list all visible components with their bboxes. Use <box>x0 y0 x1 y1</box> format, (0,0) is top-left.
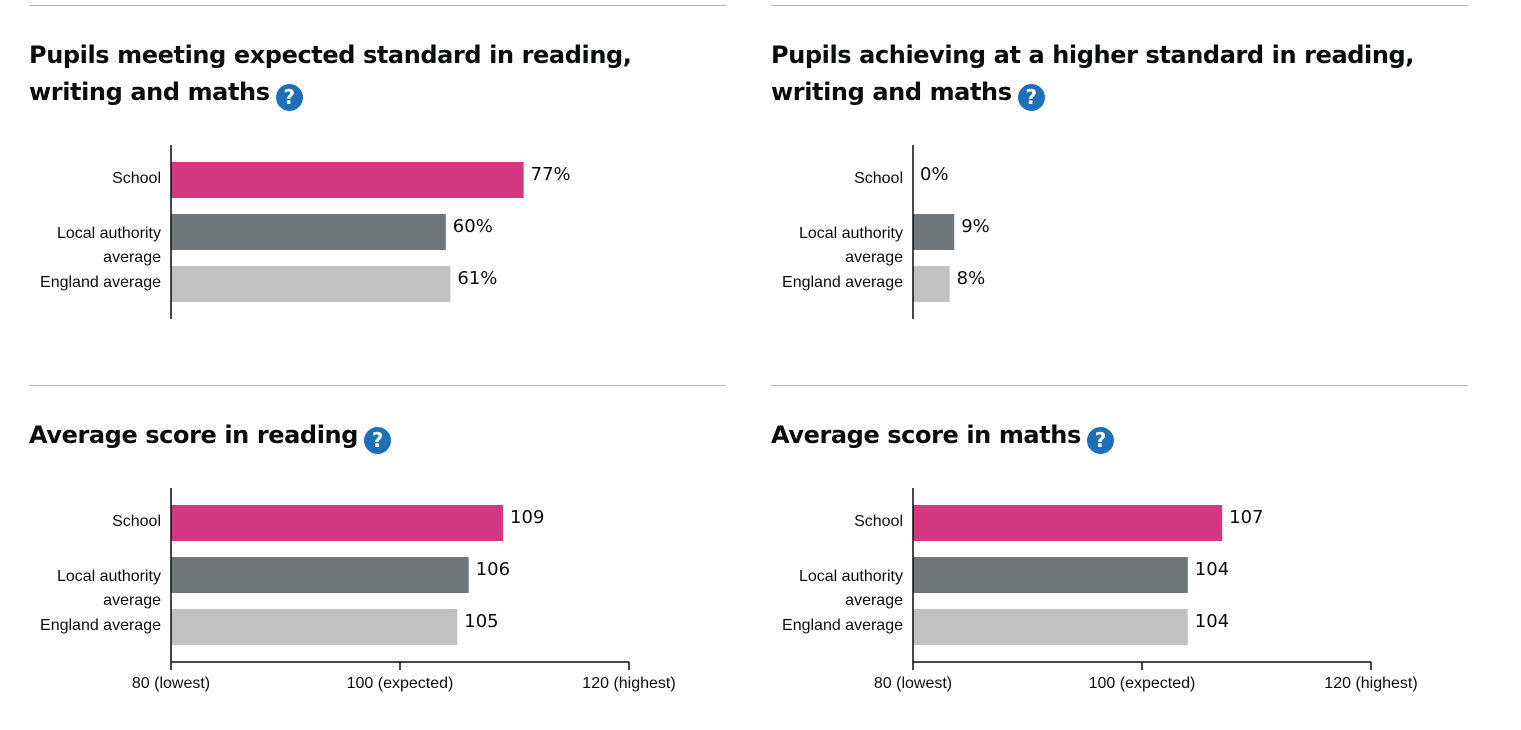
bar-chart: 0% School 9% Local authority average 8% Englan… <box>782 145 990 319</box>
data-label: 60% <box>453 216 493 237</box>
category-label: England average <box>782 617 903 634</box>
category-label: Local authority average <box>57 568 161 609</box>
category-label: England average <box>40 274 161 291</box>
x-tick-label: 120 (highest) <box>582 675 675 692</box>
bar <box>171 505 504 541</box>
x-tick-label: 80 (lowest) <box>132 675 210 692</box>
data-label: 9% <box>961 216 990 237</box>
bar <box>913 214 955 250</box>
bar <box>913 505 1223 541</box>
data-label: 77% <box>531 164 571 185</box>
chart-title-text: Average score in maths <box>771 421 1081 449</box>
bar <box>171 609 458 645</box>
chart-title-text: Pupils achieving at a higher standard in… <box>771 41 1415 106</box>
category-label: England average <box>782 274 903 291</box>
category-label: Local authority average <box>799 568 903 609</box>
data-label: 8% <box>957 268 986 289</box>
bar <box>171 214 446 250</box>
data-label: 104 <box>1195 611 1229 632</box>
category-label: England average <box>40 617 161 634</box>
data-label: 105 <box>464 611 498 632</box>
x-tick-label: 100 (expected) <box>1089 675 1196 692</box>
section-divider <box>771 5 1468 6</box>
bar <box>913 266 950 302</box>
category-label: Local authority average <box>799 225 903 266</box>
section-divider <box>29 385 726 386</box>
data-label: 106 <box>476 559 510 580</box>
category-label: School <box>112 170 161 187</box>
section-divider <box>771 385 1468 386</box>
bar <box>913 609 1188 645</box>
category-label: School <box>854 513 903 530</box>
question-mark-icon[interactable]: ? <box>364 427 392 454</box>
bar-chart: 107 School 104 Local authority average 104 Eng… <box>782 488 1418 692</box>
bar <box>913 557 1188 593</box>
category-label: School <box>854 170 903 187</box>
x-tick-label: 120 (highest) <box>1324 675 1417 692</box>
data-label: 61% <box>457 268 497 289</box>
data-label: 104 <box>1195 559 1229 580</box>
category-label: Local authority average <box>57 225 161 266</box>
chart-title-text: Pupils meeting expected standard in read… <box>29 41 632 106</box>
bar <box>171 162 524 198</box>
chart-title: Average score in reading? <box>29 417 719 454</box>
category-label: School <box>112 513 161 530</box>
bar-chart: 109 School 106 Local authority average 105 Eng… <box>40 488 676 692</box>
data-label: 109 <box>510 507 544 528</box>
bar <box>171 557 469 593</box>
data-label: 0% <box>920 164 949 185</box>
chart-title-text: Average score in reading <box>29 421 359 449</box>
x-tick-label: 80 (lowest) <box>874 675 952 692</box>
section-divider <box>29 5 726 6</box>
chart-title: Average score in maths? <box>771 417 1461 454</box>
bar <box>171 266 451 302</box>
x-tick-label: 100 (expected) <box>347 675 454 692</box>
chart-title: Pupils meeting expected standard in read… <box>29 37 719 111</box>
chart-title: Pupils achieving at a higher standard in… <box>771 37 1461 111</box>
question-mark-icon[interactable]: ? <box>275 84 303 111</box>
bar-chart: 77% School 60% Local authority average 61% Eng… <box>40 145 571 319</box>
question-mark-icon[interactable]: ? <box>1086 427 1114 454</box>
question-mark-icon[interactable]: ? <box>1017 84 1045 111</box>
data-label: 107 <box>1229 507 1263 528</box>
